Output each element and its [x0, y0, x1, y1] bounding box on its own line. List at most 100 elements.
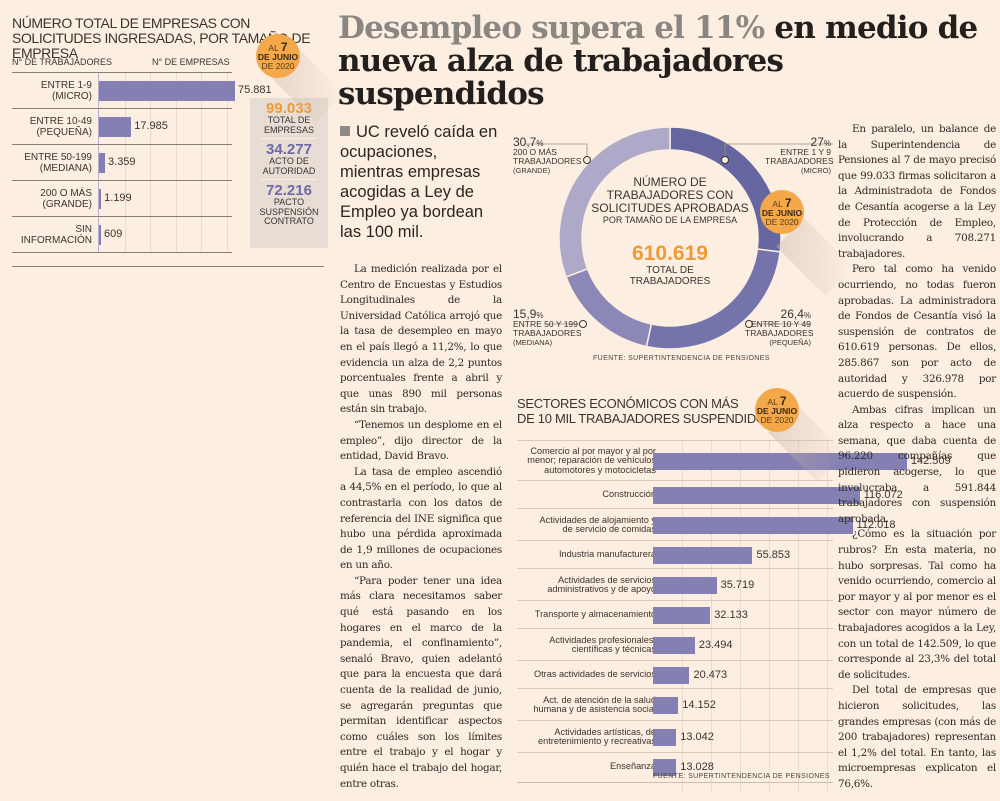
bar-value-label: 116.072 — [863, 488, 903, 501]
bar-label: Actividades profesionales, científicas y … — [506, 635, 656, 655]
bar-label: Actividades artísticas, de entretenimient… — [506, 726, 656, 747]
bar-label-line: científicas y técnicas — [571, 644, 656, 654]
grid-line — [201, 72, 203, 252]
subheadline-text: UC reveló caída en ocupaciones, mientras… — [340, 123, 498, 241]
bar — [99, 189, 102, 209]
pct-sign: % — [823, 139, 831, 148]
badge-al: AL — [268, 43, 279, 53]
bar-row: ENTRE 10-49 (PEQUEÑA) 17.985 — [12, 108, 232, 144]
bar-label-line: Transporte y almacenamiento — [534, 609, 656, 620]
donut-center: NÚMERO DE TRABAJADORES CON SOLICITUDES A… — [590, 176, 750, 288]
bar-label-line: administrativos y de apoyo — [547, 584, 656, 594]
bar-label-line: Industria manufacturera — [558, 549, 656, 560]
label-line: TRABAJADORES — [513, 328, 582, 338]
bar — [653, 758, 677, 776]
bar-label-line: (PEQUEÑA) — [36, 127, 92, 138]
leader-micro-dot — [721, 156, 729, 164]
bar-label-line: Actividades artísticas, de — [554, 726, 656, 737]
bar-value-label: 142.509 — [910, 454, 951, 467]
grid-line — [150, 72, 152, 252]
bar-label-line: automotores y motocicletas — [544, 464, 656, 475]
bar-label-line: Construcción — [602, 489, 656, 500]
column-header-companies: N° DE EMPRESAS — [152, 57, 230, 67]
pct-sign: % — [803, 311, 811, 320]
headline-rest: en medio de nueva alza de trabajadores s… — [338, 10, 978, 112]
badge-day: 7 — [280, 40, 288, 54]
bar — [99, 225, 101, 245]
date-badge: AL 7 DE JUNIO DE 2020 — [760, 190, 804, 234]
donut-subtitle: POR TAMAÑO DE LA EMPRESA — [602, 215, 738, 225]
bar — [653, 606, 711, 624]
bar-value-label: 112.018 — [856, 518, 896, 531]
grid-line — [711, 440, 712, 794]
bar — [653, 696, 679, 714]
donut-svg — [525, 126, 833, 350]
bar — [653, 636, 695, 654]
bar-label: ENTRE 50-199 (MEDIANA) — [12, 152, 92, 174]
leader-grande-line — [525, 143, 588, 160]
bar — [653, 666, 690, 684]
bar-value-label: 14.152 — [682, 698, 716, 711]
bar-value-label: 75.881 — [237, 84, 272, 96]
bar-row: Enseñanza 13.028 — [517, 752, 833, 780]
badge-month: DE JUNIO — [257, 52, 299, 62]
donut-title-line: SOLICITUDES APROBADAS — [591, 201, 749, 215]
divider — [261, 179, 317, 180]
bar-label-line: Act. de atención de la salud — [543, 694, 656, 705]
donut-segment-grande — [558, 126, 671, 278]
bar — [653, 486, 860, 504]
chart-title-line: SECTORES ECONÓMICOS CON MÁS — [517, 396, 739, 411]
badge-day: 7 — [779, 394, 787, 408]
stat-authority-label: ACTO DE AUTORIDAD — [262, 156, 316, 176]
grid-line — [740, 440, 741, 794]
label-line: (MICRO) — [801, 166, 831, 175]
divider — [261, 138, 317, 139]
leader-grande-dot — [583, 156, 591, 164]
label-line: (GRANDE) — [513, 166, 551, 175]
headline-highlight: Desempleo supera el 11% — [338, 10, 765, 46]
pct-value: 26,4 — [780, 307, 804, 321]
bar-label: Industria manufacturera — [506, 550, 656, 560]
bar-label-line: (GRANDE) — [42, 199, 92, 210]
bar-label-line: (MEDIANA) — [39, 163, 92, 174]
bar-value-label: 1.199 — [104, 192, 132, 204]
donut-label-mediana: 15,9% ENTRE 50 Y 199 TRABAJADORES (MEDIA… — [513, 308, 583, 347]
bar — [653, 576, 717, 594]
stat-total-value: 99.033 — [266, 100, 312, 117]
bar-row: Actividades de alojamiento y de servicio … — [517, 508, 895, 540]
bar-label-line: de servicio de comidas — [562, 524, 656, 534]
bar-label: ENTRE 10-49 (PEQUEÑA) — [12, 116, 92, 138]
pct-sign: % — [536, 311, 544, 320]
bar-value-label: 17.985 — [134, 120, 168, 132]
bar-label: Transporte y almacenamiento — [506, 610, 656, 620]
bar-label: 200 O MÁS (GRANDE) — [12, 188, 92, 210]
bar-value-label: 3.359 — [108, 156, 136, 168]
grid-line — [769, 440, 770, 794]
bar-row: Actividades profesionales, científicas y … — [517, 628, 833, 660]
bar-row: Otras actividades de servicios 20.473 — [517, 660, 833, 688]
article-column-1: La medición realizada por el Centro de E… — [340, 262, 502, 792]
grid-line — [124, 72, 126, 252]
paragraph: La tasa de empleo ascendió a 44,5% en el… — [340, 465, 502, 572]
label-line: ENTRE 10 Y 49 — [750, 319, 811, 329]
bar-label: SIN INFORMACIÓN — [12, 224, 92, 246]
bar-label-line: entretenimiento y recreativas — [538, 736, 656, 746]
bar-value-label: 609 — [104, 228, 123, 240]
donut-total-label: TRABAJADORES — [629, 276, 711, 287]
bar-row: ENTRE 50-199 (MEDIANA) 3.359 — [12, 144, 232, 180]
paragraph: ¿Cómo es la situación por rubros? En est… — [838, 528, 996, 681]
badge-year: DE 2020 — [765, 217, 799, 227]
bar-label-line: Enseñanza — [610, 761, 656, 772]
sectors-bar-chart: SECTORES ECONÓMICOS CON MÁS DE 10 MIL TR… — [505, 380, 951, 801]
paragraph: La medición realizada por el Centro de E… — [340, 263, 502, 416]
pct-sign: % — [536, 139, 544, 148]
paragraph: Pero tal como ha venido ocurriendo, no t… — [838, 263, 996, 401]
bar-label: Act. de atención de la salud humana y de … — [506, 694, 656, 715]
donut-label-pequena: 26,4% ENTRE 10 Y 49 TRABAJADORES (PEQUEÑ… — [745, 307, 814, 347]
donut-label-grande: 30,7% 200 O MÁS TRABAJADORES (GRANDE) — [513, 136, 583, 175]
paragraph: En paralelo, un balance de la Superinten… — [838, 123, 996, 260]
label-line: (MEDIANA) — [513, 338, 553, 347]
bar-row: Industria manufacturera 55.853 — [517, 540, 833, 568]
bar-row: Act. de atención de la salud humana y de … — [517, 688, 833, 720]
stat-pact-label: PACTO SUSPENSIÓN CONTRATO — [259, 197, 319, 226]
